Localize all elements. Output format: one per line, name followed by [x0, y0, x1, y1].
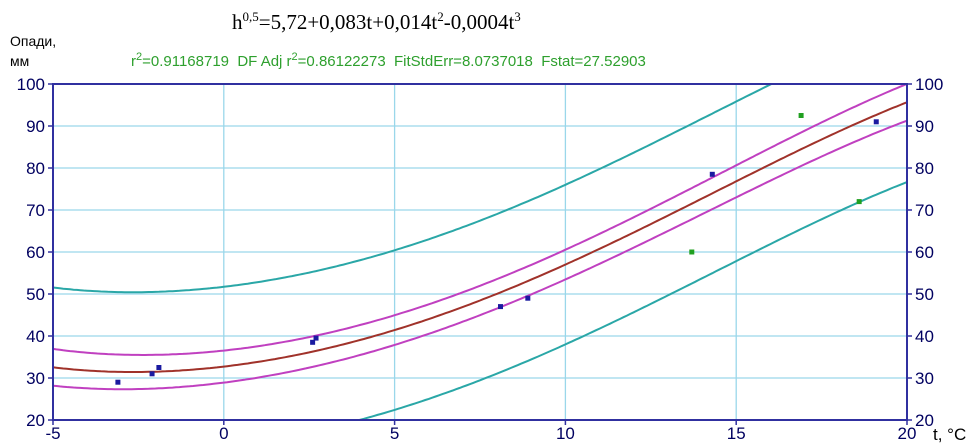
title-mid: =5,72+0,083t+0,014t: [259, 10, 438, 34]
title-mid2: -0,0004t: [444, 10, 515, 34]
title-exp2: 2: [437, 9, 444, 24]
axis-ticks: [48, 83, 912, 425]
data-point-1: [149, 371, 155, 377]
y-tick-label-left-6: 80: [26, 159, 45, 178]
data-point-0: [115, 379, 121, 385]
y-tick-label-right-7: 90: [915, 117, 934, 136]
subtitle-p1: r: [131, 53, 136, 70]
title-exp1: 0,5: [243, 9, 259, 24]
x-axis-label: t, °C: [933, 425, 966, 443]
title-exp3: 3: [514, 9, 521, 24]
prediction-band-lower: [355, 181, 907, 420]
y-axis-label-line1: Опади,: [10, 33, 56, 49]
y-tick-label-right-3: 50: [915, 285, 934, 304]
y-tick-label-left-8: 100: [17, 75, 45, 94]
data-point-3: [310, 339, 316, 345]
y-tick-label-right-2: 40: [915, 327, 934, 346]
y-tick-label-right-4: 60: [915, 243, 934, 262]
y-tick-label-left-7: 90: [26, 117, 45, 136]
data-point-7: [709, 171, 715, 177]
chart-title: h0,5=5,72+0,083t+0,014t2-0,0004t3: [232, 9, 521, 34]
outlier-point-2: [856, 199, 862, 205]
x-tick-label-3: 10: [556, 424, 575, 443]
confidence-band-upper: [53, 84, 907, 356]
y-tick-label-right-8: 100: [915, 75, 943, 94]
y-tick-label-right-5: 70: [915, 201, 934, 220]
data-point-6: [525, 295, 531, 301]
data-point-8: [873, 119, 879, 125]
x-tick-label-2: 5: [390, 424, 399, 443]
title-base: h: [232, 10, 243, 34]
y-tick-label-left-2: 40: [26, 327, 45, 346]
y-tick-label-left-1: 30: [26, 369, 45, 388]
data-point-4: [313, 335, 319, 341]
x-tick-label-1: 0: [219, 424, 228, 443]
outlier-point-0: [689, 249, 695, 255]
y-tick-label-left-4: 60: [26, 243, 45, 262]
subtitle-p3: =0.86122273 FitStdErr=8.0737018 Fstat=27…: [298, 53, 646, 70]
data-point-5: [497, 304, 503, 310]
prediction-band-upper: [53, 84, 774, 294]
fit-curve: [53, 101, 907, 373]
subtitle-sup2: 2: [292, 51, 298, 63]
x-tick-label-4: 15: [727, 424, 746, 443]
confidence-band-lower: [53, 119, 907, 391]
data-point-2: [156, 365, 162, 370]
y-axis-label-line2: мм: [10, 53, 29, 69]
subtitle-sup: 2: [136, 51, 142, 63]
x-tick-label-0: -5: [45, 424, 60, 443]
chart-subtitle: r2=0.91168719 DF Adj r2=0.86122273 FitSt…: [131, 51, 646, 70]
data-points: [115, 113, 879, 385]
y-tick-label-left-5: 70: [26, 201, 45, 220]
subtitle-p2: =0.91168719 DF Adj r: [142, 53, 291, 70]
outlier-point-1: [798, 113, 804, 118]
curves: [53, 84, 907, 420]
y-tick-label-right-1: 30: [915, 369, 934, 388]
x-tick-label-5: 20: [898, 424, 917, 443]
y-tick-label-left-3: 50: [26, 285, 45, 304]
y-tick-label-left-0: 20: [26, 411, 45, 430]
y-tick-label-right-0: 20: [915, 411, 934, 430]
y-tick-label-right-6: 80: [915, 159, 934, 178]
